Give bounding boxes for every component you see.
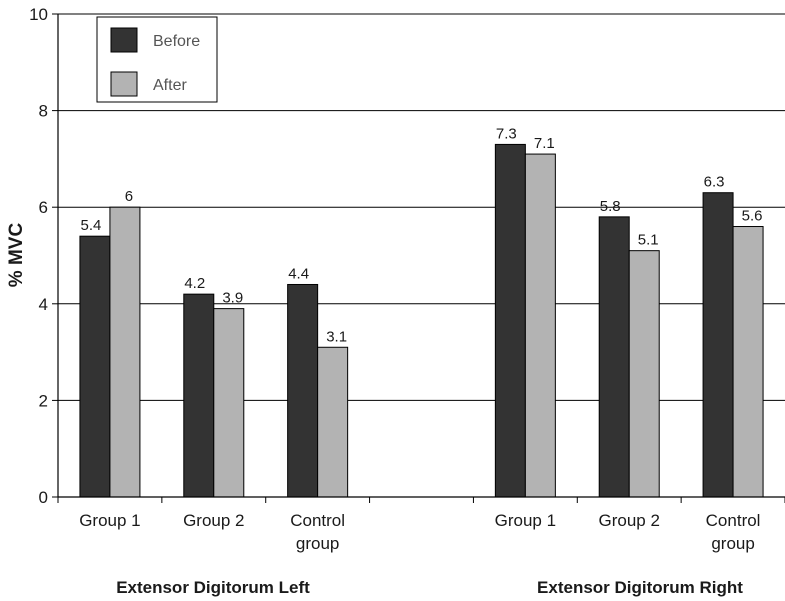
legend: Before After xyxy=(96,16,218,103)
data-label: 5.8 xyxy=(600,198,621,215)
x-category-label: Group 2 xyxy=(183,511,244,530)
y-tick-label: 0 xyxy=(39,488,48,507)
x-category-labels: Group 1 Group 2 Control group Group 1 Group 2… xyxy=(79,511,760,553)
data-label: 7.1 xyxy=(534,135,555,152)
data-label: 3.1 xyxy=(326,328,347,345)
legend-swatch-before xyxy=(110,27,138,53)
bar-after xyxy=(213,308,245,498)
group-label-right: Extensor Digitorum Right xyxy=(537,578,743,597)
gridlines xyxy=(58,13,785,401)
bar-before xyxy=(183,293,215,498)
y-tick-labels: 0 2 4 6 8 10 xyxy=(29,5,48,507)
bar-after xyxy=(317,346,349,498)
data-label: 5.6 xyxy=(742,208,763,225)
legend-label-before: Before xyxy=(153,33,200,50)
data-label: 6.3 xyxy=(704,174,725,191)
y-tick-label: 4 xyxy=(39,295,48,314)
bar-before xyxy=(598,216,630,498)
legend-label-after: After xyxy=(153,77,187,94)
x-category-label: group xyxy=(296,534,339,553)
x-category-label: group xyxy=(711,534,754,553)
bar-after xyxy=(109,206,141,498)
bar-before xyxy=(702,192,734,498)
bar-after xyxy=(524,153,556,498)
value-labels: 5.4 6 4.2 3.9 4.4 3.1 7.3 7.1 5.8 5.1 6.3 5.6 xyxy=(80,125,762,345)
axes xyxy=(52,13,785,503)
y-tick-label: 2 xyxy=(39,391,48,410)
x-category-label: Group 1 xyxy=(79,511,140,530)
y-tick-label: 10 xyxy=(29,5,48,24)
bar-before xyxy=(494,143,526,498)
data-label: 7.3 xyxy=(496,125,517,142)
group-label-left: Extensor Digitorum Left xyxy=(116,578,310,597)
bar-before xyxy=(287,283,319,498)
x-category-label: Control xyxy=(290,511,345,530)
y-axis-label: % MVC xyxy=(6,223,27,288)
data-label: 4.4 xyxy=(288,265,309,282)
y-tick-label: 6 xyxy=(39,198,48,217)
legend-swatch-after xyxy=(110,71,138,97)
y-tick-label: 8 xyxy=(39,102,48,121)
data-label: 4.2 xyxy=(184,275,205,292)
bar-after xyxy=(628,250,660,498)
data-label: 5.1 xyxy=(638,232,659,249)
bar-after xyxy=(732,226,764,498)
data-label: 5.4 xyxy=(80,217,101,234)
bar-before xyxy=(79,235,111,498)
x-category-label: Group 1 xyxy=(495,511,556,530)
data-label: 3.9 xyxy=(222,290,243,307)
x-category-label: Group 2 xyxy=(598,511,659,530)
bars xyxy=(79,143,764,498)
x-category-label: Control xyxy=(706,511,761,530)
data-label: 6 xyxy=(125,188,133,205)
